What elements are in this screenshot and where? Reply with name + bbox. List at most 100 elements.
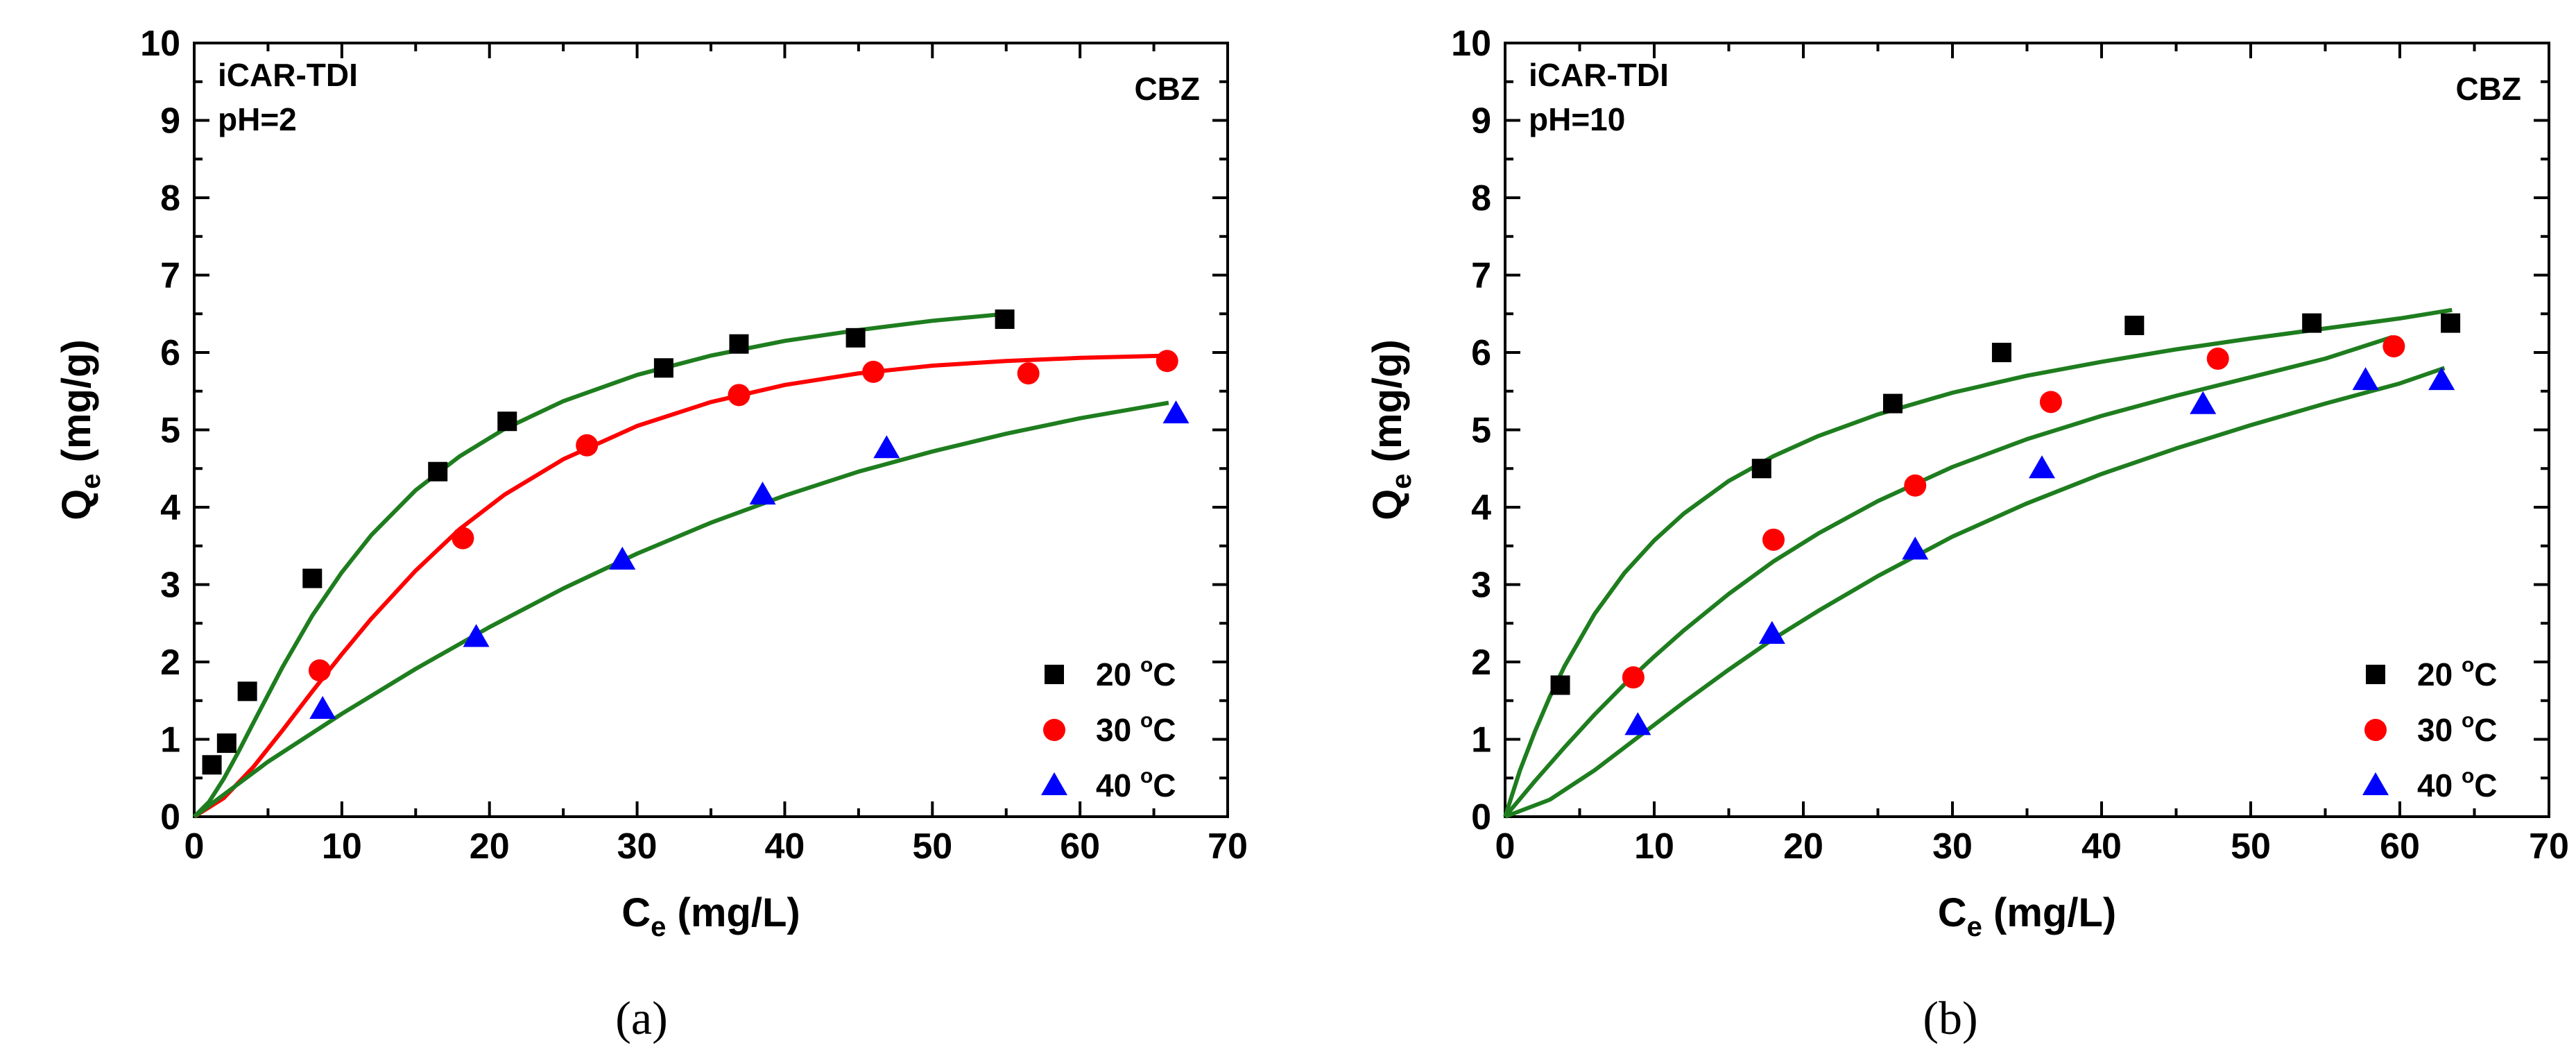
data-point: [302, 568, 323, 588]
x-tick-label: 70: [1208, 826, 1248, 867]
data-point: [2302, 313, 2322, 333]
data-point: [1751, 459, 1771, 479]
panel-caption-b: (b): [1923, 992, 1977, 1044]
data-point: [2206, 347, 2229, 370]
series-20C: [1550, 313, 2461, 695]
data-point: [2352, 367, 2379, 391]
data-point: [862, 360, 885, 383]
ph-label: pH=2: [218, 101, 297, 137]
y-tick-label: 1: [1471, 720, 1491, 760]
plot-frame: [193, 42, 1229, 818]
legend-label: 20 oC: [1096, 654, 1176, 692]
data-point: [497, 411, 517, 432]
chart-panel-b: 0 10 20 30 40 50 60 70 0 1 2 3 4 5 6 7 8 9 10 Ce (mg/L) Qe (…: [1365, 24, 2569, 942]
chart-panel-a: 0 10 20 30 40 50 60 70 0 1 2 3 4 5 6 7 8 9 10 Ce (mg/L) Qe (…: [54, 24, 1248, 942]
y-tick-label: 0: [160, 797, 180, 837]
y-tick-label: 3: [160, 565, 180, 606]
y-tick-label: 3: [1471, 565, 1491, 606]
x-tick-label: 0: [1495, 826, 1515, 867]
data-point: [1758, 620, 1785, 644]
data-point: [749, 482, 776, 505]
series-30C: [308, 350, 1178, 682]
y-tick-label: 1: [160, 720, 180, 760]
y-tick-label: 9: [160, 101, 180, 142]
data-point: [1902, 536, 1929, 560]
data-point: [995, 309, 1015, 330]
data-point: [728, 384, 750, 407]
legend: 20 oC 30 oC 40 oC: [1041, 654, 1176, 803]
data-point: [1904, 474, 1927, 497]
x-tick-label: 40: [765, 826, 805, 867]
data-point: [873, 435, 900, 459]
x-axis-title: Ce (mg/L): [621, 890, 800, 942]
x-tick-label: 20: [1783, 826, 1823, 867]
x-tick-label: 20: [470, 826, 510, 867]
y-tick-label: 4: [160, 488, 180, 528]
data-point: [216, 733, 237, 754]
y-tick-label: 2: [1471, 643, 1491, 683]
data-point: [2039, 391, 2062, 414]
fit-curve-2: [193, 353, 1169, 819]
x-tick-label: 30: [1932, 826, 1973, 867]
x-tick-label: 50: [912, 826, 952, 867]
series-40C: [309, 400, 1190, 720]
y-axis-title: Qe (mg/g): [54, 339, 106, 520]
data-point: [845, 328, 866, 348]
material-label: iCAR-TDI: [1529, 57, 1669, 93]
legend-marker: [1043, 719, 1065, 741]
tick-marks: [1504, 42, 2550, 818]
tick-marks: [193, 42, 1229, 818]
x-tick-label: 40: [2081, 826, 2122, 867]
data-point: [452, 527, 474, 550]
y-tick-label: 4: [1471, 488, 1491, 528]
data-point: [1156, 350, 1178, 373]
fit-curve-1: [192, 312, 1006, 819]
y-tick-label: 0: [1471, 797, 1491, 837]
data-point: [428, 461, 448, 482]
fit-curve-2: [1503, 334, 2394, 818]
data-point: [463, 624, 490, 647]
y-tick-label: 8: [160, 178, 180, 219]
x-tick-label: 50: [2231, 826, 2271, 867]
x-tick-label: 30: [617, 826, 658, 867]
y-tick-label: 9: [1471, 101, 1491, 142]
data-point: [653, 358, 673, 378]
data-point: [1762, 528, 1785, 551]
data-point: [1991, 343, 2011, 362]
x-tick-label: 10: [1634, 826, 1674, 867]
compound-label: CBZ: [1134, 71, 1200, 107]
legend-marker: [1045, 665, 1064, 684]
fit-curve-1: [1503, 307, 2453, 817]
data-point: [1162, 400, 1190, 424]
series-30C: [1622, 335, 2405, 689]
y-tick-label: 10: [1451, 24, 1491, 64]
legend-label: 30 oC: [2417, 709, 2498, 748]
y-tick-label: 10: [140, 24, 180, 64]
data-point: [2190, 391, 2217, 414]
data-point: [2124, 315, 2145, 335]
y-tick-label: 5: [160, 411, 180, 451]
x-tick-label: 70: [2529, 826, 2569, 867]
y-tick-label: 7: [1471, 256, 1491, 296]
y-tick-label: 6: [1471, 333, 1491, 373]
data-point: [609, 546, 636, 570]
legend-label: 40 oC: [2417, 765, 2498, 803]
data-point: [2428, 367, 2455, 391]
legend-marker: [2364, 719, 2387, 741]
data-point: [729, 334, 749, 354]
data-point: [1622, 666, 1645, 689]
fit-curve-3: [1504, 366, 2446, 819]
y-tick-label: 7: [160, 256, 180, 296]
data-point: [237, 681, 257, 701]
legend: 20 oC 30 oC 40 oC: [2362, 654, 2498, 803]
x-tick-label: 0: [184, 826, 205, 867]
legend-marker: [2366, 665, 2385, 684]
x-tick-label: 60: [2380, 826, 2420, 867]
y-tick-label: 2: [160, 643, 180, 683]
data-point: [309, 696, 336, 720]
data-point: [1624, 712, 1651, 735]
data-point: [576, 434, 599, 457]
legend-label: 30 oC: [1096, 709, 1176, 748]
data-point: [2029, 455, 2055, 479]
